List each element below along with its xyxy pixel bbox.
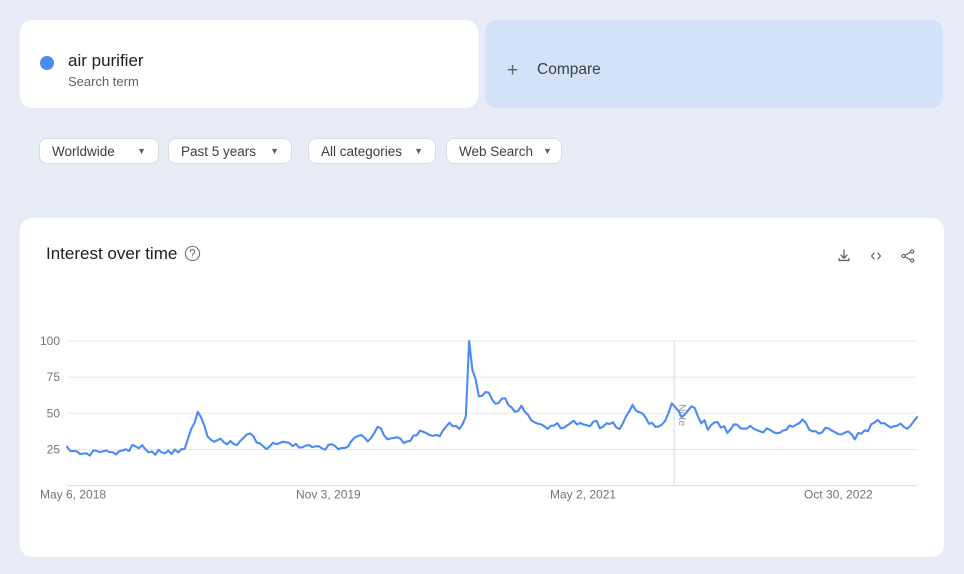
svg-text:25: 25 <box>47 442 61 456</box>
svg-text:75: 75 <box>47 370 61 384</box>
svg-text:May 6, 2018: May 6, 2018 <box>40 488 106 502</box>
svg-text:50: 50 <box>47 406 61 420</box>
svg-text:100: 100 <box>40 334 60 348</box>
svg-text:Oct 30, 2022: Oct 30, 2022 <box>804 488 873 502</box>
svg-text:Nov 3, 2019: Nov 3, 2019 <box>296 488 361 502</box>
svg-text:May 2, 2021: May 2, 2021 <box>550 488 616 502</box>
svg-text:Note: Note <box>676 404 688 426</box>
